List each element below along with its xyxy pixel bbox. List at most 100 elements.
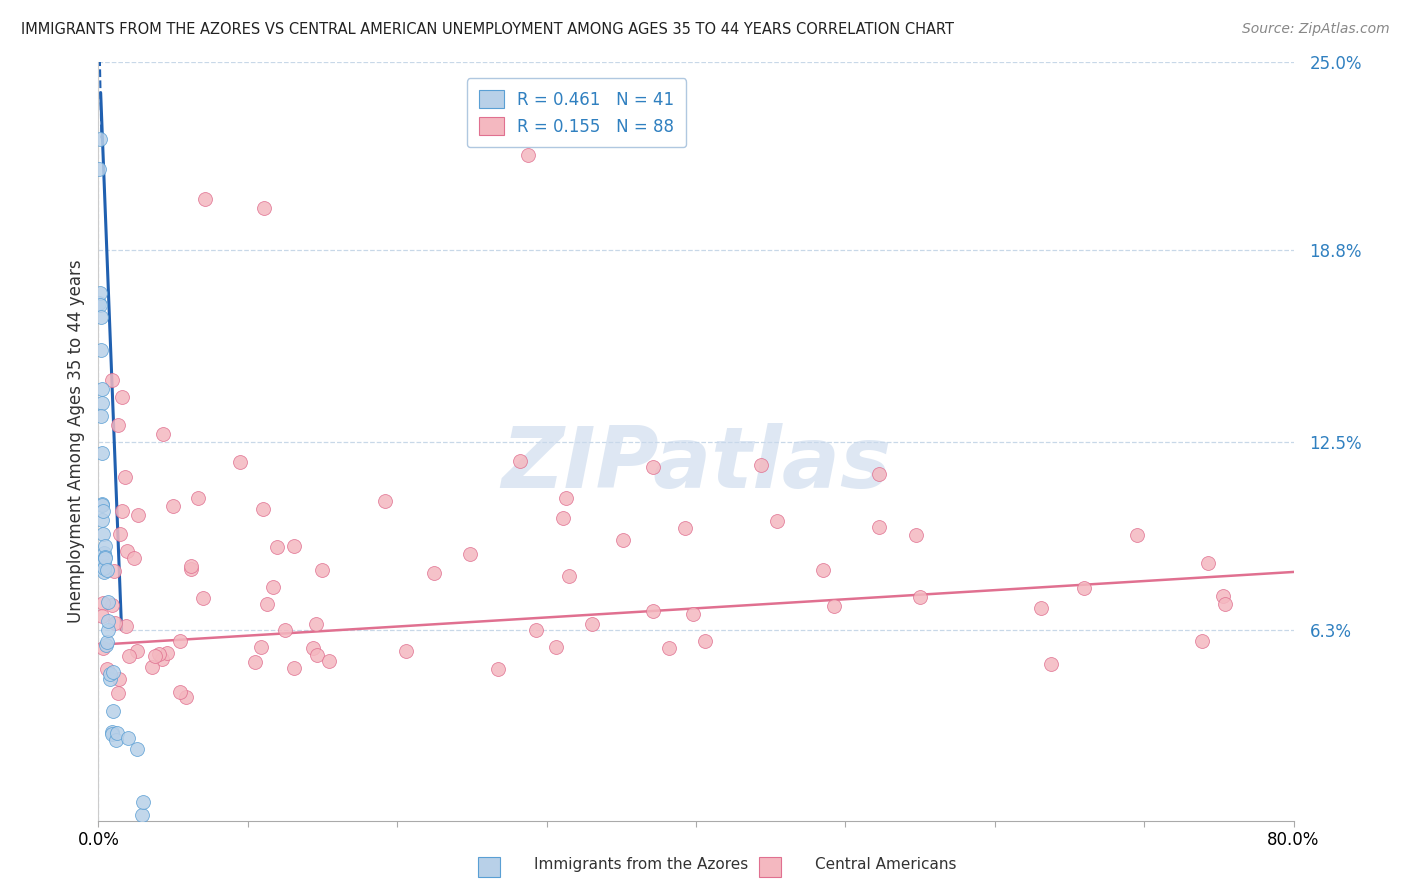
- Point: [97, 614, 120, 628]
- Point: [94, 550, 117, 565]
- Point: [1197, 557, 1219, 571]
- Legend: R = 0.461   N = 41, R = 0.155   N = 88: R = 0.461 N = 41, R = 0.155 N = 88: [467, 78, 686, 147]
- Point: [96, 634, 118, 648]
- Point: [524, 624, 547, 638]
- Point: [125, 644, 148, 658]
- Point: [765, 514, 787, 528]
- Point: [91, 527, 114, 541]
- Point: [115, 619, 138, 633]
- Point: [117, 649, 139, 664]
- Point: [117, 731, 139, 745]
- Point: [111, 390, 134, 404]
- Point: [458, 547, 481, 561]
- Point: [89, 296, 111, 310]
- Point: [305, 617, 328, 632]
- Point: [1073, 581, 1095, 595]
- Point: [100, 599, 122, 613]
- Point: [96, 563, 118, 577]
- Point: [266, 540, 288, 554]
- Point: [101, 726, 124, 740]
- Point: [555, 491, 578, 506]
- Point: [94, 550, 117, 565]
- Point: [145, 648, 167, 663]
- Point: [89, 161, 111, 176]
- Point: [249, 640, 271, 654]
- Point: [98, 667, 121, 681]
- Point: [101, 373, 124, 387]
- Point: [1191, 633, 1213, 648]
- Point: [307, 648, 329, 663]
- Point: [486, 662, 509, 676]
- Point: [509, 453, 531, 467]
- Point: [395, 644, 418, 658]
- Point: [103, 565, 125, 579]
- Point: [422, 566, 444, 581]
- Point: [96, 662, 118, 676]
- Point: [115, 543, 138, 558]
- Point: [122, 550, 145, 565]
- Point: [150, 652, 173, 666]
- Point: [1213, 597, 1236, 611]
- Point: [90, 409, 112, 423]
- Point: [89, 285, 111, 300]
- Point: [90, 310, 112, 325]
- Point: [823, 599, 845, 614]
- Point: [101, 704, 124, 718]
- Point: [1040, 657, 1063, 671]
- Point: [90, 396, 112, 410]
- Point: [103, 665, 125, 679]
- Point: [262, 580, 284, 594]
- Text: Source: ZipAtlas.com: Source: ZipAtlas.com: [1241, 22, 1389, 37]
- Point: [93, 546, 115, 560]
- Point: [517, 148, 540, 162]
- Point: [256, 597, 278, 611]
- Point: [169, 685, 191, 699]
- Text: IMMIGRANTS FROM THE AZORES VS CENTRAL AMERICAN UNEMPLOYMENT AMONG AGES 35 TO 44 : IMMIGRANTS FROM THE AZORES VS CENTRAL AM…: [21, 22, 955, 37]
- Text: Immigrants from the Azores: Immigrants from the Azores: [534, 857, 748, 872]
- Point: [91, 497, 114, 511]
- Point: [93, 566, 115, 580]
- Point: [152, 426, 174, 441]
- Point: [107, 726, 129, 740]
- Point: [274, 624, 297, 638]
- Point: [693, 633, 716, 648]
- Point: [243, 655, 266, 669]
- Text: ZIPatlas: ZIPatlas: [501, 423, 891, 506]
- Point: [174, 690, 197, 705]
- Point: [1029, 601, 1052, 615]
- Point: [194, 192, 217, 206]
- Point: [93, 560, 115, 574]
- Point: [187, 491, 209, 505]
- Point: [162, 500, 184, 514]
- Point: [90, 382, 112, 396]
- Point: [91, 504, 114, 518]
- Point: [89, 298, 111, 312]
- Point: [641, 459, 664, 474]
- Point: [91, 445, 114, 459]
- Point: [868, 467, 890, 481]
- Point: [1126, 528, 1149, 542]
- Point: [318, 654, 340, 668]
- Point: [581, 617, 603, 632]
- Point: [107, 686, 129, 700]
- Point: [111, 504, 134, 518]
- Point: [910, 590, 932, 604]
- Point: [89, 132, 111, 146]
- Point: [283, 539, 305, 553]
- Point: [673, 520, 696, 534]
- Point: [100, 725, 122, 739]
- Point: [229, 455, 252, 469]
- Point: [108, 527, 131, 541]
- Point: [283, 661, 305, 675]
- Point: [105, 732, 128, 747]
- Point: [107, 672, 129, 686]
- Point: [104, 615, 127, 630]
- Point: [94, 638, 117, 652]
- Point: [91, 609, 114, 624]
- Point: [125, 742, 148, 756]
- Point: [127, 508, 149, 522]
- Point: [191, 591, 214, 606]
- Point: [91, 640, 114, 655]
- Point: [131, 807, 153, 822]
- Point: [252, 501, 274, 516]
